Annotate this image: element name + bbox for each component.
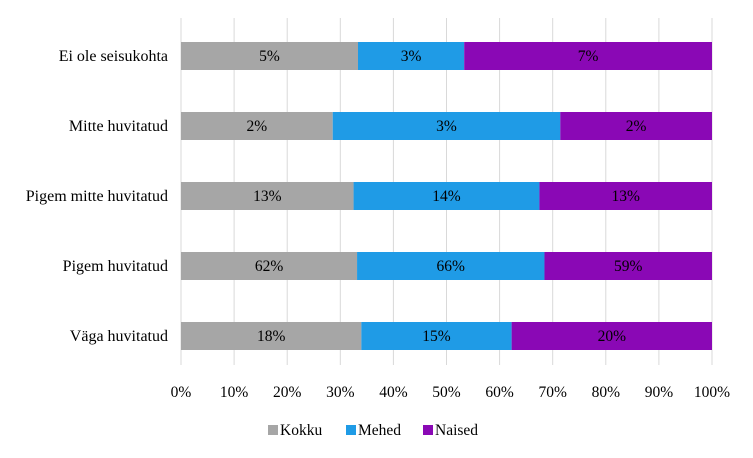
category-label: Pigem huvitatud [63, 258, 168, 275]
data-label: 15% [422, 328, 451, 345]
category-labels: Ei ole seisukohta Mitte huvitatud Pigem mi… [26, 48, 168, 345]
data-label: 7% [578, 48, 599, 65]
data-label: 59% [614, 258, 643, 275]
bar-segment-naised [544, 252, 712, 280]
data-label: 2% [247, 118, 268, 135]
bar-segment-kokku [181, 182, 354, 210]
legend-label: Naised [435, 422, 478, 439]
data-label: 13% [253, 188, 282, 205]
legend: Kokku Mehed Naised [268, 422, 478, 439]
category-label: Mitte huvitatud [69, 118, 168, 135]
bar-segment-naised [539, 182, 712, 210]
x-tick-label: 10% [220, 384, 249, 401]
category-label: Väga huvitatud [70, 328, 168, 345]
x-tick-label: 80% [592, 384, 621, 401]
x-tick-label: 20% [273, 384, 302, 401]
bar-segment-naised [464, 42, 712, 70]
legend-label: Mehed [358, 422, 401, 439]
bar-segment-mehed [353, 182, 540, 210]
x-tick-label: 0% [171, 384, 192, 401]
x-tick-label: 40% [379, 384, 408, 401]
bar-segment-kokku [181, 42, 358, 70]
x-tick-label: 100% [694, 384, 730, 401]
data-label: 5% [259, 48, 280, 65]
x-tick-label: 50% [432, 384, 461, 401]
x-tick-label: 90% [645, 384, 674, 401]
category-label: Ei ole seisukohta [59, 48, 168, 65]
data-label: 20% [598, 328, 627, 345]
bar-segment-kokku [181, 112, 333, 140]
legend-swatch-naised [423, 425, 433, 435]
data-label: 13% [612, 188, 641, 205]
data-label: 2% [626, 118, 647, 135]
data-label: 66% [437, 258, 466, 275]
data-label: 18% [257, 328, 286, 345]
bar-segment-mehed [361, 322, 512, 350]
x-tick-label: 70% [538, 384, 567, 401]
x-axis-ticks: 0% 10% 20% 30% 40% 50% 60% 70% 80% 90% 100% [171, 384, 731, 401]
bar-segment-mehed [358, 42, 465, 70]
data-label: 14% [432, 188, 461, 205]
category-label: Pigem mitte huvitatud [26, 188, 168, 205]
data-label: 62% [255, 258, 284, 275]
legend-swatch-mehed [346, 425, 356, 435]
legend-label: Kokku [280, 422, 322, 439]
legend-swatch-kokku [268, 425, 278, 435]
bar-segment-kokku [181, 322, 362, 350]
x-tick-label: 30% [326, 384, 355, 401]
bar-segment-naised [511, 322, 712, 350]
x-tick-label: 60% [485, 384, 514, 401]
bar-area: 5% 3% 7% 2% 3% 2% 13% 14% 13% 62% 66% 59% 18% 15% 20% [181, 42, 712, 350]
bar-segment-kokku [181, 252, 358, 280]
bar-segment-naised [560, 112, 712, 140]
bar-segment-mehed [357, 252, 545, 280]
data-label: 3% [401, 48, 422, 65]
data-label: 3% [436, 118, 457, 135]
bar-segment-mehed [332, 112, 561, 140]
